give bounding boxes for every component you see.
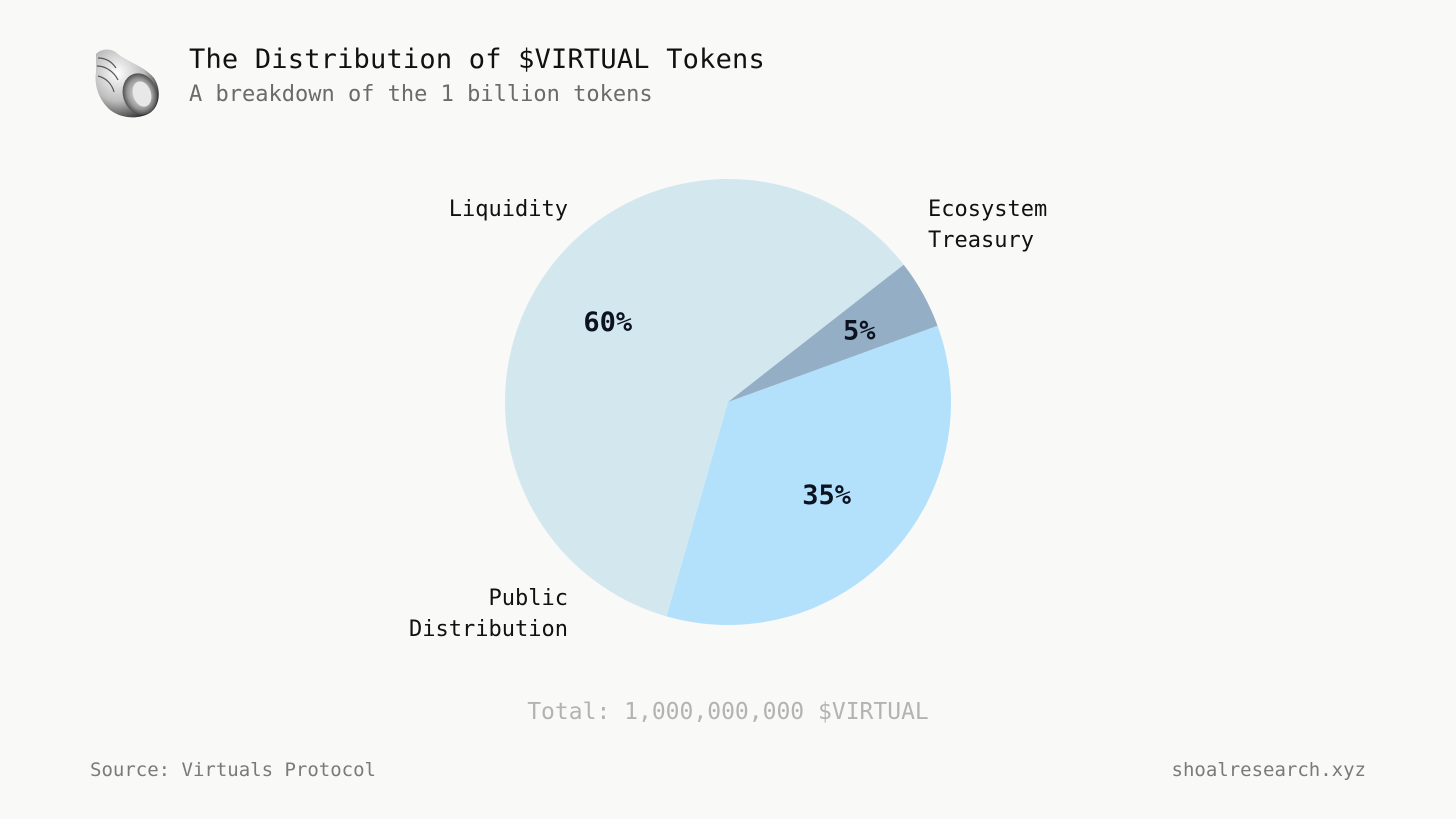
category-label-ecosystem-treasury: Ecosystem Treasury bbox=[928, 197, 1047, 253]
page-subtitle: A breakdown of the 1 billion tokens bbox=[189, 82, 653, 107]
seashell-icon bbox=[95, 49, 159, 118]
pie-slice-ecosystem-treasury bbox=[666, 325, 951, 625]
total-supply: Total: 1,000,000,000 $VIRTUAL bbox=[527, 699, 929, 725]
pct-label-liquidity: 5% bbox=[843, 315, 876, 346]
pie-slice-liquidity bbox=[728, 264, 938, 402]
site-url: shoalresearch.xyz bbox=[1171, 759, 1366, 781]
category-label-public-distribution: Public Distribution bbox=[409, 586, 568, 642]
pct-label-ecosystem-treasury: 35% bbox=[802, 480, 852, 511]
pie-slice-public-distribution bbox=[505, 178, 904, 617]
pct-label-public-distribution: 60% bbox=[583, 307, 633, 338]
category-label-liquidity: Liquidity bbox=[449, 197, 568, 222]
source-credit: Source: Virtuals Protocol bbox=[90, 759, 376, 781]
page-title: The Distribution of $VIRTUAL Tokens bbox=[189, 44, 765, 75]
